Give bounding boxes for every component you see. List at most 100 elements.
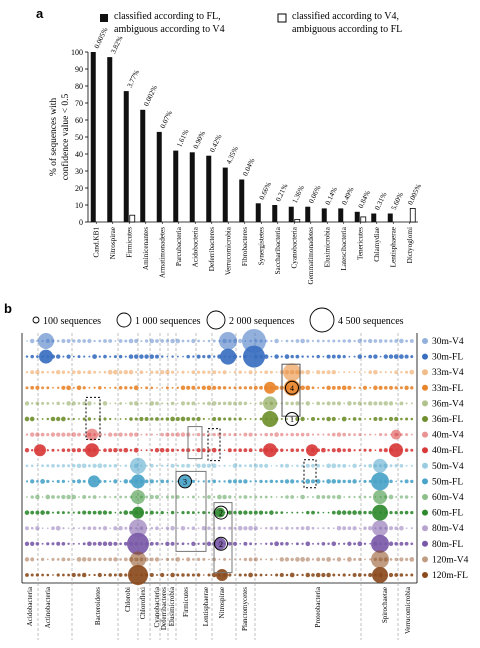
bubble xyxy=(352,417,357,421)
bubble xyxy=(92,354,97,359)
bubble xyxy=(57,386,60,389)
bubble xyxy=(108,448,113,453)
bubble xyxy=(129,448,133,452)
bubble xyxy=(404,510,409,515)
bubble xyxy=(41,386,45,390)
bubble xyxy=(305,401,311,406)
bubble-large xyxy=(131,474,145,489)
bubble xyxy=(67,557,71,561)
bubble xyxy=(368,448,372,452)
bubble xyxy=(208,558,210,561)
bubble xyxy=(166,402,169,405)
bubble xyxy=(358,480,361,483)
bubble xyxy=(239,355,242,358)
bubble-large xyxy=(263,443,277,458)
bubble xyxy=(211,447,217,453)
bubble xyxy=(170,416,175,422)
marker-circle xyxy=(214,536,228,551)
bubble xyxy=(170,572,175,578)
bubble xyxy=(383,385,388,390)
row-label: 40m-V4 xyxy=(432,431,464,441)
highlight-box xyxy=(175,470,207,552)
bubble xyxy=(368,401,373,406)
bubble xyxy=(25,480,29,483)
bubble xyxy=(228,526,232,530)
bubble xyxy=(259,463,263,468)
bubble xyxy=(358,527,361,530)
bubble xyxy=(269,370,273,374)
bubble xyxy=(290,448,295,453)
category-label: Verrucomicrobia xyxy=(224,226,232,275)
bubble xyxy=(41,370,45,374)
bubble xyxy=(55,525,61,531)
bubble xyxy=(123,370,128,375)
bubble xyxy=(24,448,30,453)
bubble xyxy=(108,339,113,343)
bubble xyxy=(342,355,346,359)
bubble xyxy=(61,416,66,422)
bubble xyxy=(145,402,148,405)
bubble xyxy=(322,480,325,483)
bubble xyxy=(289,572,295,578)
bubble xyxy=(269,526,274,530)
bubble xyxy=(265,573,268,577)
bubble xyxy=(218,370,221,374)
bubble xyxy=(61,432,66,437)
bubble xyxy=(46,558,49,561)
bubble xyxy=(312,496,314,498)
bubble xyxy=(373,416,378,422)
bubble xyxy=(72,464,76,468)
bubble xyxy=(270,495,273,499)
bar-fl xyxy=(387,213,393,222)
bubble xyxy=(322,433,325,436)
bubble xyxy=(295,542,299,546)
bubble xyxy=(87,370,92,375)
bubble xyxy=(410,433,413,436)
bubble xyxy=(176,371,179,374)
bubble xyxy=(374,449,377,452)
size-legend-circle xyxy=(116,312,132,328)
bubble xyxy=(155,339,159,343)
bubble xyxy=(119,418,122,420)
bubble xyxy=(36,464,39,467)
bubble xyxy=(182,355,184,358)
bubble xyxy=(108,573,112,577)
bubble xyxy=(222,386,227,390)
bubble xyxy=(166,511,169,514)
bubble xyxy=(243,510,248,515)
bubble xyxy=(61,479,66,484)
bubble xyxy=(300,432,305,437)
bubble xyxy=(171,386,174,389)
category-label: Cyanobacteria xyxy=(290,226,298,268)
bubble xyxy=(404,479,409,484)
bubble xyxy=(67,511,70,514)
row-key xyxy=(422,556,428,563)
bubble xyxy=(264,495,268,499)
bubble xyxy=(218,464,221,467)
row-label: 60m-FL xyxy=(432,509,463,519)
bubble xyxy=(72,355,75,358)
bubble xyxy=(326,416,331,422)
annotation-label: 0.90% xyxy=(192,130,207,150)
bubble xyxy=(180,432,186,437)
bubble xyxy=(41,573,44,577)
bubble xyxy=(305,385,311,391)
bubble xyxy=(305,369,311,375)
bubble xyxy=(119,480,122,483)
bubble-large xyxy=(220,348,236,365)
bubble xyxy=(196,416,201,422)
bubble xyxy=(61,511,65,515)
bubble xyxy=(316,339,320,343)
bubble xyxy=(275,496,278,498)
bubble xyxy=(35,369,40,375)
bubble xyxy=(399,495,404,499)
bubble xyxy=(206,385,212,391)
bubble xyxy=(404,354,409,359)
row-label: 30m-FL xyxy=(432,353,463,363)
bubble xyxy=(233,386,237,390)
bubble xyxy=(212,479,217,484)
bubble xyxy=(218,480,221,483)
bubble xyxy=(384,371,387,374)
bubble xyxy=(92,541,97,546)
bar-fl xyxy=(140,109,146,222)
